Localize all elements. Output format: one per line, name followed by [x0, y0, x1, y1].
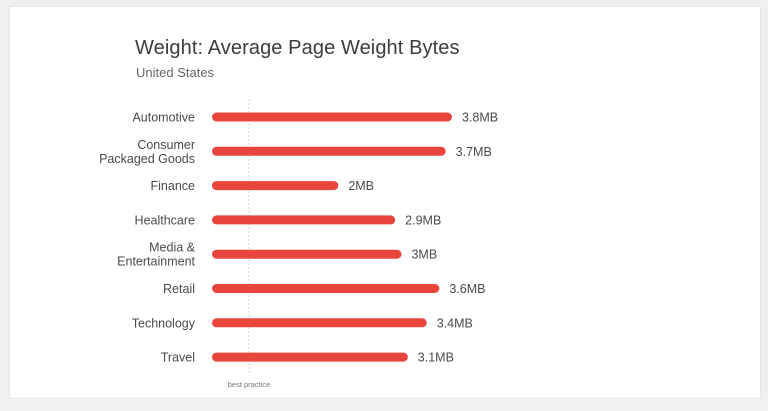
value-label: 3.8MB	[462, 111, 498, 125]
footer-strip	[0, 399, 768, 411]
bar	[212, 146, 446, 156]
chart-card	[9, 6, 761, 399]
bar	[212, 181, 339, 191]
bar	[212, 318, 427, 328]
category-label: Finance	[151, 179, 196, 193]
category-label: Automotive	[132, 111, 195, 125]
best-practice-label: best practice	[228, 380, 271, 389]
value-label: 3MB	[411, 248, 437, 262]
chart-subtitle: United States	[136, 65, 215, 80]
value-label: 2.9MB	[405, 213, 441, 227]
value-label: 3.4MB	[437, 316, 473, 330]
bar	[212, 215, 396, 225]
bar	[212, 249, 402, 259]
category-label: Retail	[163, 282, 195, 296]
category-label: Technology	[132, 316, 196, 330]
value-label: 3.1MB	[418, 351, 454, 365]
category-label: Healthcare	[135, 213, 195, 227]
category-label: Consumer	[137, 138, 195, 152]
bar	[212, 112, 452, 122]
category-label: Media &	[149, 241, 196, 255]
category-label: Travel	[161, 351, 195, 365]
category-label: Entertainment	[117, 255, 195, 269]
value-label: 3.7MB	[456, 145, 492, 159]
bar	[212, 284, 440, 293]
value-label: 2MB	[348, 179, 374, 193]
bar	[212, 352, 408, 362]
value-label: 3.6MB	[449, 282, 485, 296]
chart-title: Weight: Average Page Weight Bytes	[135, 37, 460, 59]
category-label: Packaged Goods	[99, 152, 195, 166]
